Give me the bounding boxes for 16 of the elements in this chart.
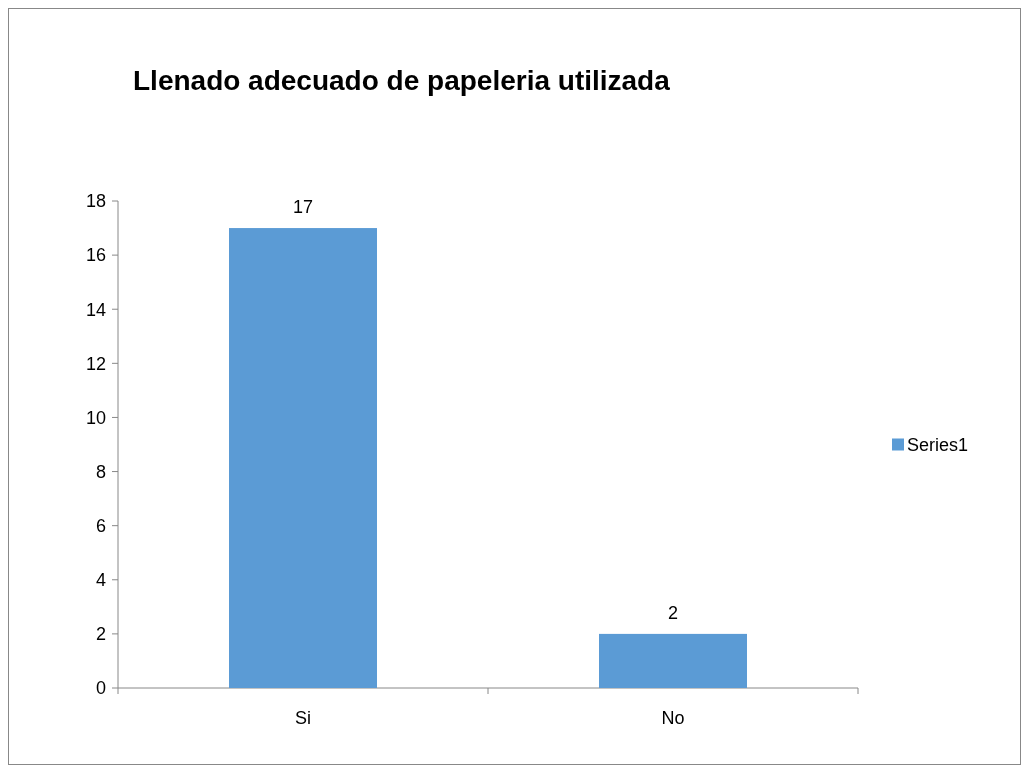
- y-tick-label: 6: [95, 515, 106, 536]
- y-tick-label: 18: [85, 191, 106, 212]
- data-label: 17: [292, 197, 314, 218]
- y-tick-label: 0: [95, 678, 106, 699]
- y-tick-label: 10: [85, 407, 106, 428]
- y-tick-label: 8: [95, 461, 106, 482]
- y-tick-label: 2: [95, 624, 106, 645]
- y-tick-label: 4: [95, 570, 106, 591]
- legend-label: Series1: [907, 434, 969, 455]
- y-tick-label: 14: [85, 299, 106, 320]
- x-tick-label: Si: [294, 708, 312, 728]
- data-label: 2: [667, 602, 679, 623]
- x-tick-label: No: [661, 708, 685, 728]
- y-tick-label: 16: [85, 245, 106, 266]
- chart-title: Llenado adecuado de papeleria utilizada: [133, 65, 671, 96]
- y-tick-label: 12: [85, 353, 106, 374]
